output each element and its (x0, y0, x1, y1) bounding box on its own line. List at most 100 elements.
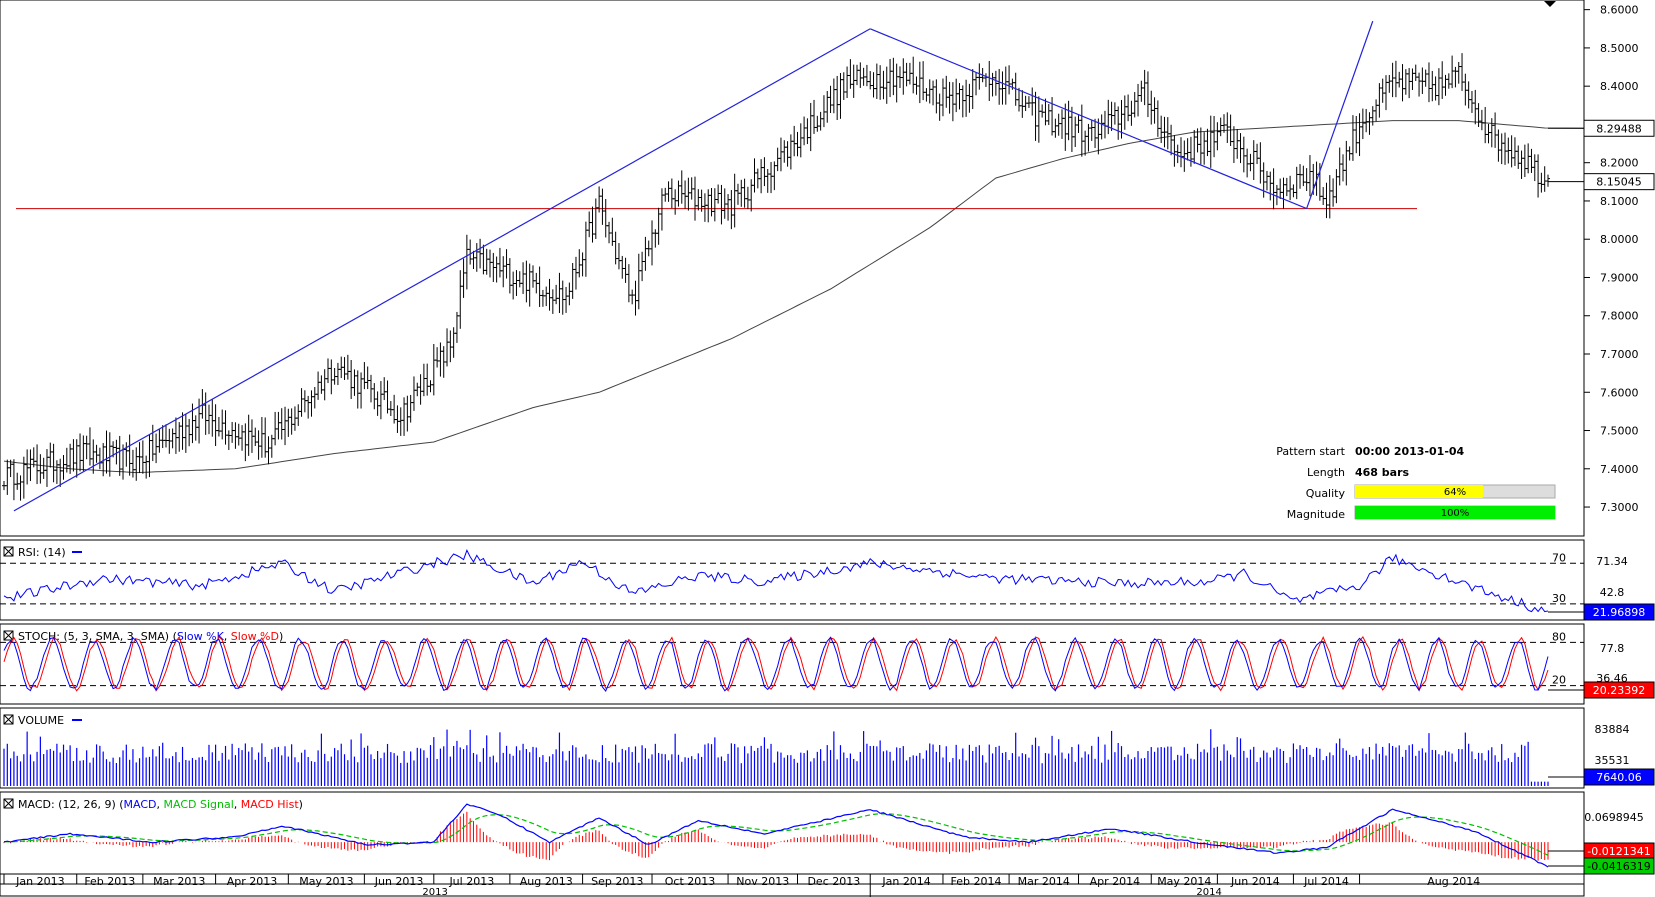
price-tick-label: 8.2000 (1600, 157, 1639, 170)
month-label: May 2013 (299, 875, 353, 888)
quality-label: Quality (1306, 487, 1346, 500)
price-tick-label: 8.6000 (1600, 4, 1639, 17)
rsi-line (3, 549, 1549, 613)
price-tick-label: 7.4000 (1600, 463, 1639, 476)
month-label: Jun 2013 (374, 875, 424, 888)
price-tick-label: 7.9000 (1600, 271, 1639, 284)
macd-current-label: -0.0416319 (1587, 860, 1650, 873)
price-bars (2, 53, 1550, 501)
volume-label: VOLUME (18, 714, 64, 727)
pattern-info: Pattern start 00:00 2013-01-04 Length 46… (1276, 445, 1556, 521)
volume-current-label: 7640.06 (1596, 771, 1642, 784)
year-label: 2013 (422, 887, 447, 897)
macd-current-label-box (1583, 857, 1655, 875)
macd-panel-frame (0, 791, 1585, 875)
month-label: Jul 2013 (448, 875, 494, 888)
macd-axis-label: 0.0698945 (1584, 811, 1644, 824)
magnitude-fill (1355, 506, 1555, 519)
macd-hist-current-label: -0.0121341 (1587, 845, 1650, 858)
volume-close-icon (3, 714, 14, 725)
ma-current-label: 8.29488 (1596, 122, 1642, 135)
magnitude-label: Magnitude (1287, 508, 1346, 521)
stoch-label-close: ) (279, 630, 283, 643)
x-axis-frame (0, 873, 1585, 897)
price-tick-label: 8.4000 (1600, 80, 1639, 93)
macd-label-sep1: , (157, 798, 164, 811)
volume-panel: VOLUME 83884 35531 7640.06 (0, 707, 1655, 789)
price-tick-label: 7.5000 (1600, 425, 1639, 438)
rsi-axis-label: 42.8 (1600, 586, 1625, 599)
price-panel-frame (0, 0, 1585, 537)
macd-legend-hist: MACD Hist (241, 798, 300, 811)
price-current-labels: 8.29488 8.15045 (1548, 119, 1655, 191)
length-label: Length (1307, 466, 1345, 479)
macd-axis-labels: 0.0698945 -0.0121341 -0.0416319 (1548, 811, 1655, 875)
price-current-label: 8.15045 (1596, 176, 1642, 189)
pattern-lines (13, 20, 1374, 512)
stoch-label: STOCH: (5, 3, SMA, 3, SMA) (Slow %K, Slo… (18, 630, 283, 643)
year-label: 2014 (1196, 887, 1221, 897)
stoch-current-label-box (1583, 681, 1655, 699)
stoch-label-main: STOCH: (5, 3, SMA, 3, SMA) (18, 630, 169, 643)
month-label: Jan 2013 (15, 875, 64, 888)
macd-legend-macd: MACD (124, 798, 157, 811)
rsi-panel-frame (0, 539, 1585, 621)
volume-bars (3, 729, 1549, 786)
rsi-axis-labels: 71.34 42.8 21.96898 (1548, 555, 1655, 621)
volume-axis-labels: 83884 35531 7640.06 (1548, 723, 1655, 786)
moving-average-line (3, 120, 1585, 474)
macd-label-open: ( (119, 798, 123, 811)
macd-panel: MACD: (12, 26, 9) (MACD, MACD Signal, MA… (0, 791, 1655, 875)
rsi-current-label-box (1583, 603, 1655, 621)
macd-legend-signal: MACD Signal (164, 798, 234, 811)
price-tick-label: 7.3000 (1600, 501, 1639, 514)
month-label: Apr 2013 (227, 875, 278, 888)
rsi-label: RSI: (14) (18, 546, 66, 559)
stoch-slow-k-line (3, 636, 1549, 692)
macd-label-close: ) (299, 798, 303, 811)
month-label: Feb 2013 (84, 875, 135, 888)
rsi-close-icon (3, 546, 14, 557)
stoch-legend-k: Slow %K (177, 630, 225, 643)
stoch-current-label: 20.23392 (1593, 684, 1646, 697)
price-tick-label: 8.5000 (1600, 42, 1639, 55)
stoch-slow-d-line (3, 635, 1549, 692)
rsi-panel: RSI: (14) 70 30 71.34 42.8 21.96898 (0, 539, 1655, 621)
month-label: Aug 2013 (520, 875, 573, 888)
stoch-label-open: ( (173, 630, 177, 643)
rsi-level-label: 30 (1552, 592, 1566, 605)
quality-value: 64% (1444, 487, 1466, 498)
price-panel: 8.60008.50008.40008.30008.20008.10008.00… (0, 0, 1655, 537)
price-current-label-box (1583, 173, 1655, 191)
stoch-label-sep: , (224, 630, 231, 643)
x-axis: Jan 2013 Feb 2013 Mar 2013 Apr 2013 May 2013… (0, 873, 1585, 897)
month-label: Feb 2014 (951, 875, 1002, 888)
macd-label-sep2: , (234, 798, 241, 811)
price-y-axis: 8.60008.50008.40008.30008.20008.10008.00… (1584, 4, 1639, 514)
price-tick-label: 8.0000 (1600, 233, 1639, 246)
macd-signal-line (4, 813, 1549, 856)
price-tick-label: 7.8000 (1600, 310, 1639, 323)
stoch-close-icon (3, 630, 14, 641)
pattern-line (1306, 20, 1374, 209)
macd-label: MACD: (12, 26, 9) (MACD, MACD Signal, MA… (18, 798, 303, 811)
month-label: Jun 2014 (1230, 875, 1280, 888)
ma-current-label-box (1583, 119, 1655, 137)
month-label: Aug 2014 (1427, 875, 1480, 888)
month-label: Dec 2013 (807, 875, 860, 888)
pattern-line (869, 28, 1307, 210)
price-tick-label: 7.6000 (1600, 386, 1639, 399)
month-label: Jan 2014 (881, 875, 930, 888)
stoch-legend-d: Slow %D (231, 630, 279, 643)
corner-marker-icon (1544, 1, 1556, 7)
magnitude-value: 100% (1441, 508, 1470, 519)
stoch-axis-label: 77.8 (1600, 642, 1625, 655)
volume-axis-label: 35531 (1595, 754, 1630, 767)
month-label: Mar 2013 (153, 875, 205, 888)
month-label: Sep 2013 (591, 875, 643, 888)
stoch-level-label: 20 (1552, 674, 1566, 687)
month-label: May 2014 (1157, 875, 1211, 888)
stoch-level-label: 80 (1552, 630, 1566, 643)
